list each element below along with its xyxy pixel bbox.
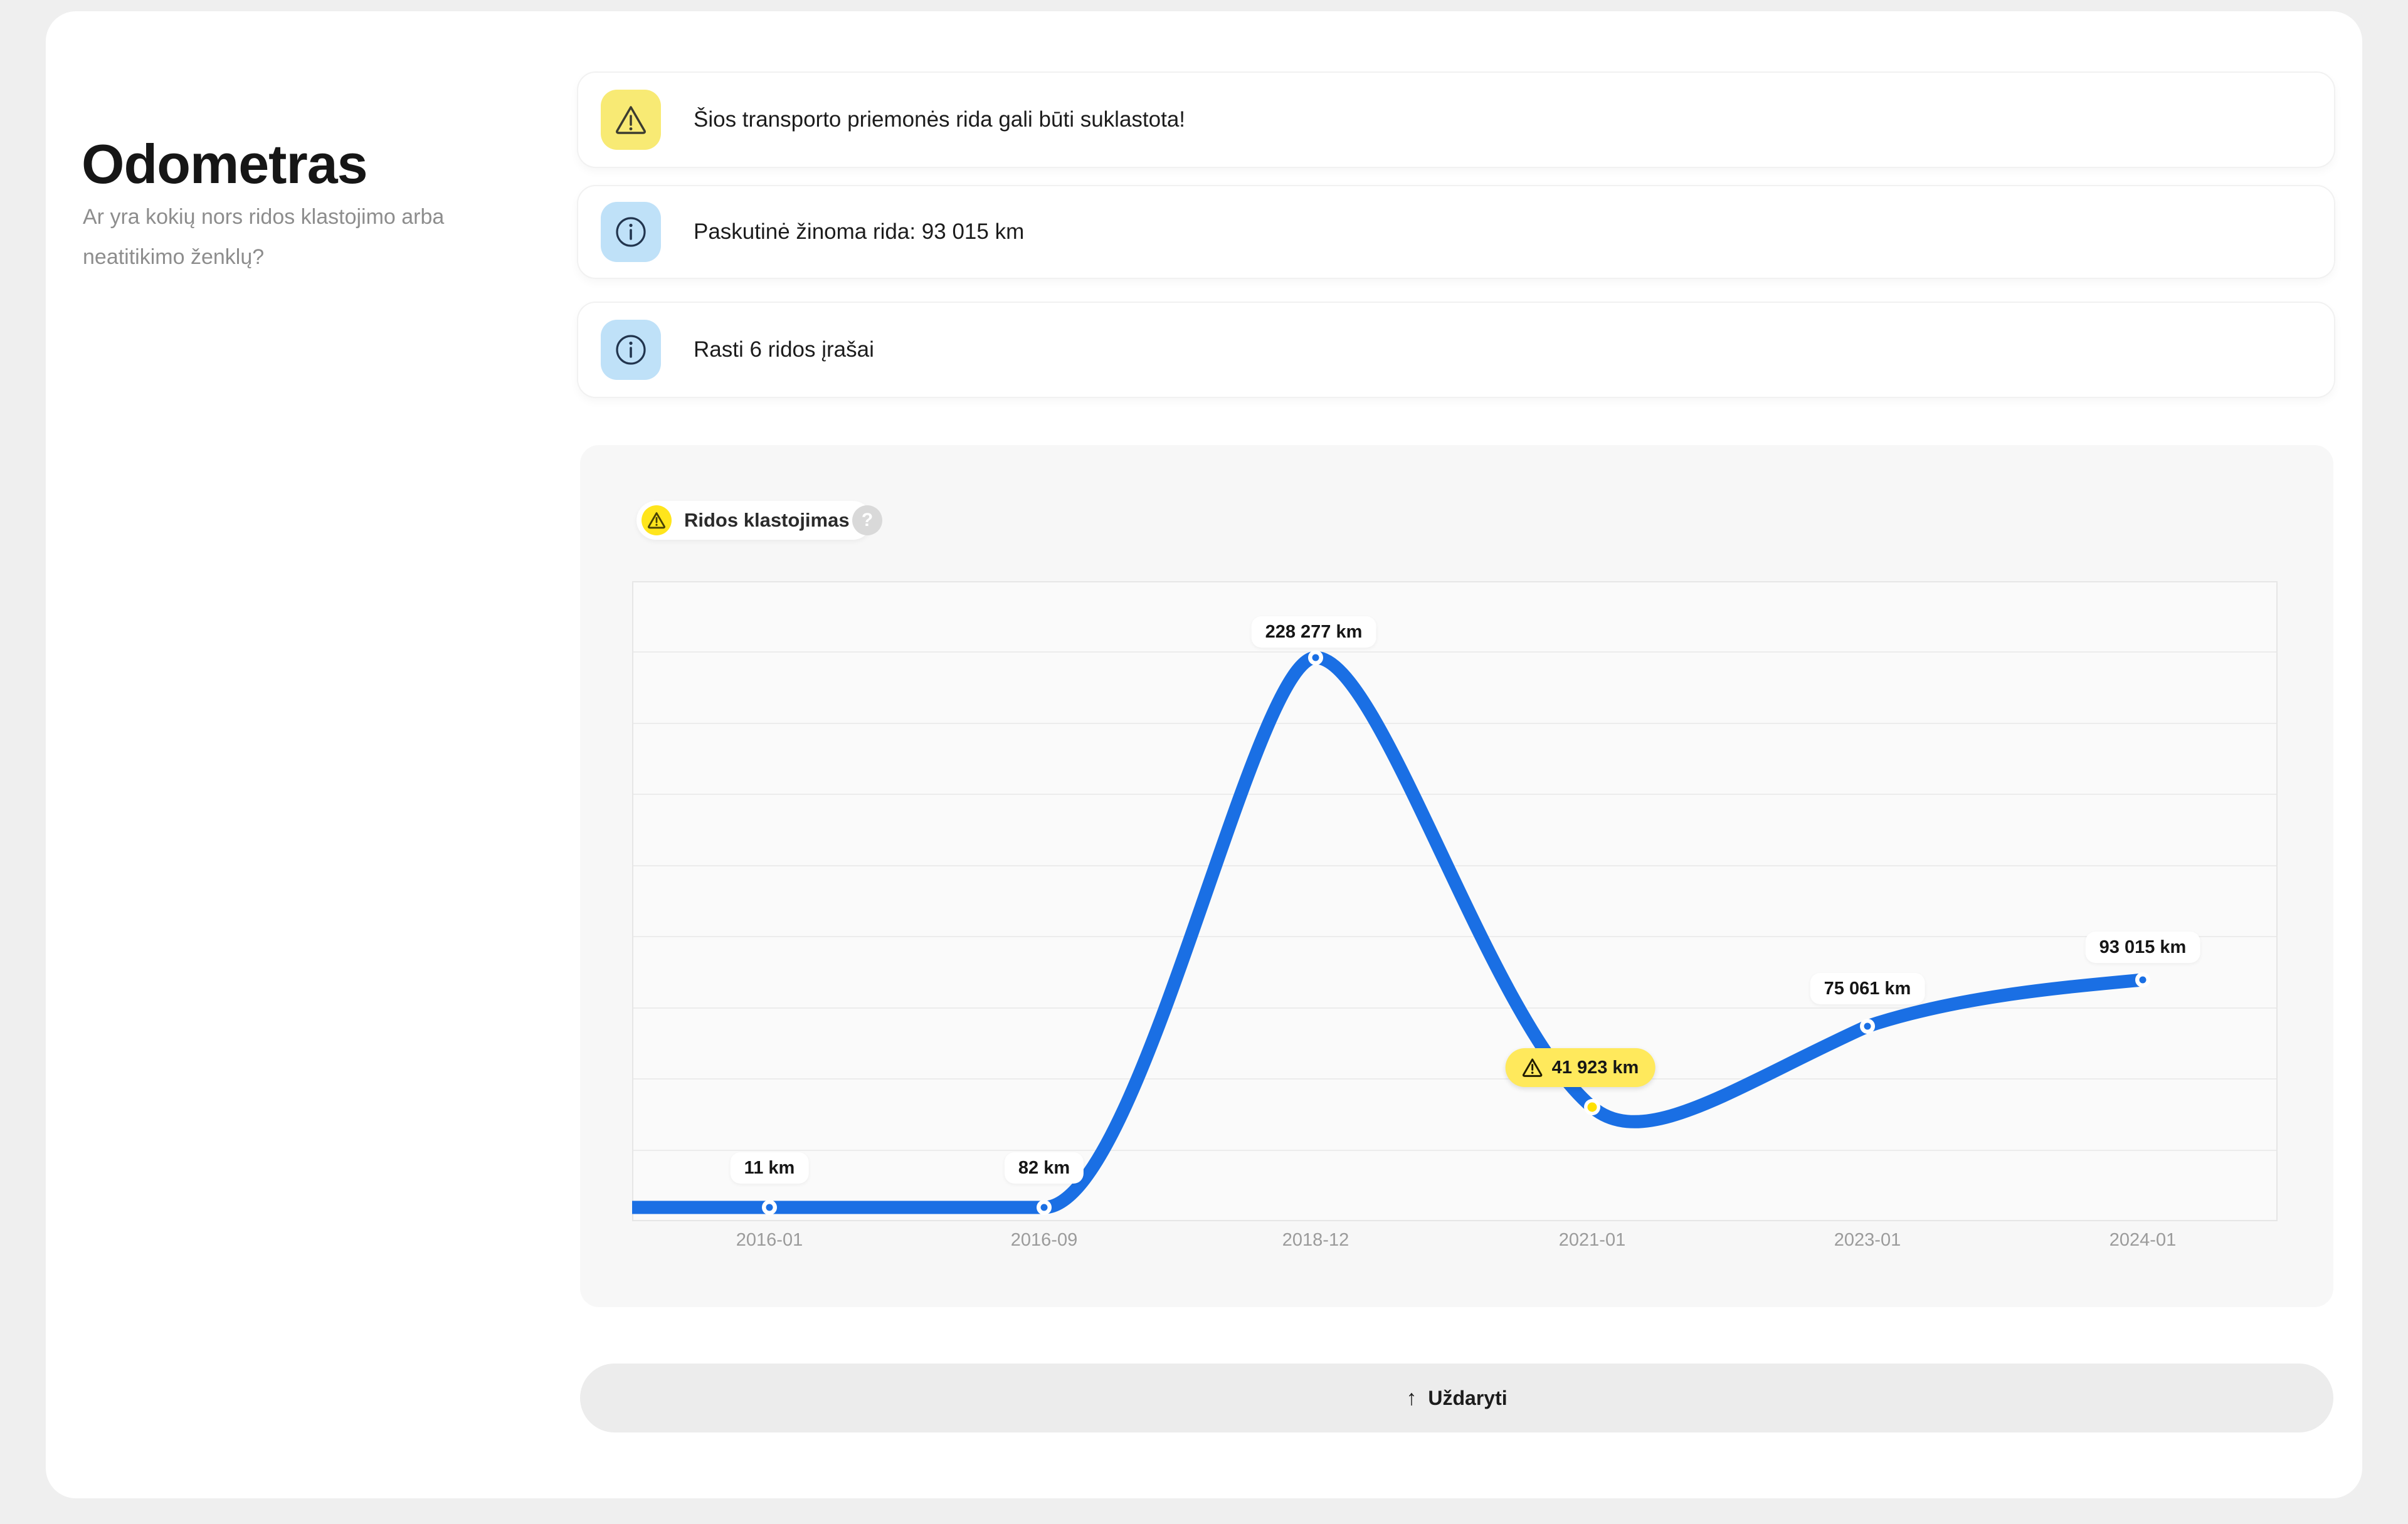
alert-text: Paskutinė žinoma rida: 93 015 km xyxy=(694,219,1025,244)
point-label: 93 015 km xyxy=(2085,932,2200,963)
warning-icon xyxy=(601,90,661,150)
alert-text: Rasti 6 ridos įrašai xyxy=(694,337,874,362)
info-icon xyxy=(601,202,661,262)
flagged-value: 41 923 km xyxy=(1551,1057,1639,1078)
mileage-line xyxy=(632,651,2150,1214)
legend-label: Ridos klastojimas xyxy=(684,509,850,531)
close-button[interactable]: ↑ Uždaryti xyxy=(580,1364,2333,1432)
flagged-point-label: 41 923 km xyxy=(1505,1048,1656,1087)
close-button-label: Uždaryti xyxy=(1428,1386,1508,1409)
x-axis-tick: 2016-01 xyxy=(736,1230,803,1250)
warning-triangle-icon xyxy=(642,505,672,535)
point-label: 11 km xyxy=(730,1152,809,1184)
x-axis-tick: 2024-01 xyxy=(2109,1230,2177,1250)
gridlines xyxy=(633,651,2276,1151)
warning-triangle-icon xyxy=(1522,1058,1543,1078)
x-axis-tick: 2018-12 xyxy=(1282,1230,1349,1250)
alert-text: Šios transporto priemonės rida gali būti… xyxy=(694,107,1186,132)
point-label: 228 277 km xyxy=(1251,616,1376,648)
alert-records-found: Rasti 6 ridos įrašai xyxy=(577,302,2335,398)
page-title: Odometras xyxy=(82,132,368,195)
x-axis-tick: 2016-09 xyxy=(1010,1230,1078,1250)
alert-last-known-mileage: Paskutinė žinoma rida: 93 015 km xyxy=(577,185,2335,279)
page-subtitle: Ar yra kokių nors ridos klastojimo arba … xyxy=(83,205,445,269)
help-icon[interactable]: ? xyxy=(852,505,882,535)
mileage-line-chart[interactable] xyxy=(632,581,2278,1221)
data-point xyxy=(762,650,2150,1215)
info-icon xyxy=(601,320,661,380)
arrow-up-icon: ↑ xyxy=(1406,1385,1417,1410)
fraud-legend-badge: Ridos klastojimas xyxy=(636,501,872,540)
point-label: 82 km xyxy=(1004,1152,1084,1184)
x-axis-tick: 2021-01 xyxy=(1558,1230,1626,1250)
point-label: 75 061 km xyxy=(1810,973,1925,1004)
x-axis-tick: 2023-01 xyxy=(1834,1230,1901,1250)
alert-mileage-fraud: Šios transporto priemonės rida gali būti… xyxy=(577,71,2335,168)
